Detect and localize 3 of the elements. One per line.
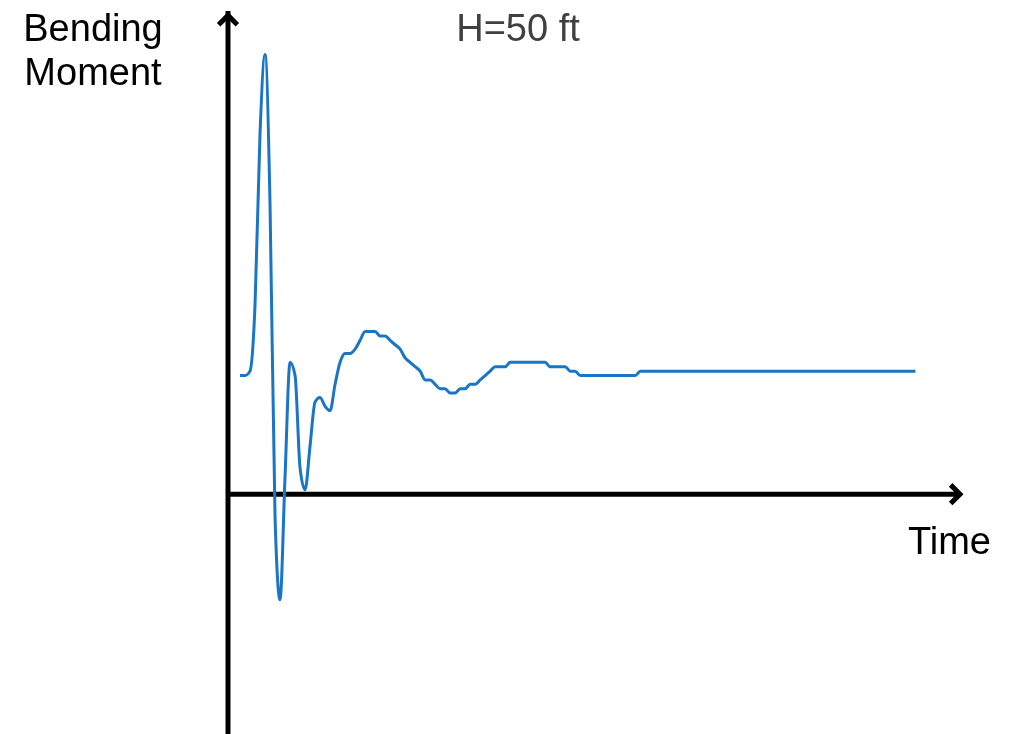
- chart-title: H=50 ft: [456, 7, 581, 49]
- x-axis-title: Time: [907, 520, 991, 563]
- y-axis-title: Bending Moment: [23, 7, 163, 93]
